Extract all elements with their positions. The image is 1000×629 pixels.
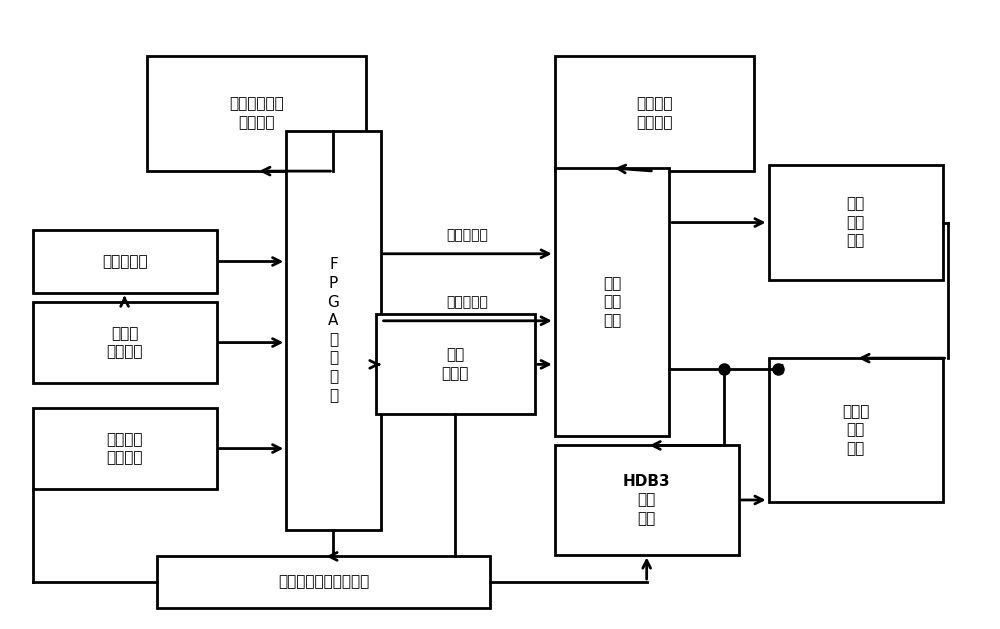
Bar <box>286 131 381 530</box>
Text: 外时钟
输入电路: 外时钟 输入电路 <box>106 326 143 359</box>
Bar <box>147 56 366 171</box>
Bar <box>769 165 943 280</box>
Bar <box>33 230 217 292</box>
Text: 时钟
综合
电路: 时钟 综合 电路 <box>603 276 621 328</box>
Text: 第一参考源: 第一参考源 <box>447 228 489 243</box>
Text: 同步状态字节产生模块: 同步状态字节产生模块 <box>278 574 369 589</box>
Text: HDB3
编码
模块: HDB3 编码 模块 <box>623 474 670 526</box>
Bar <box>157 557 490 608</box>
Bar <box>33 408 217 489</box>
Text: F
P
G
A
处
理
模
块: F P G A 处 理 模 块 <box>327 257 339 403</box>
Bar <box>555 168 669 436</box>
Text: 外时钟
输出
电路: 外时钟 输出 电路 <box>842 404 869 456</box>
Bar <box>769 358 943 501</box>
Text: 微机
处理器: 微机 处理器 <box>442 348 469 381</box>
Bar <box>555 445 739 555</box>
Bar <box>555 56 754 171</box>
Text: 分组传送
网业务盘: 分组传送 网业务盘 <box>106 431 143 465</box>
Bar <box>33 302 217 383</box>
Text: 同步状态字节
提取模块: 同步状态字节 提取模块 <box>229 97 284 130</box>
Text: 锁相环电路: 锁相环电路 <box>102 254 147 269</box>
Bar <box>376 314 535 415</box>
Text: 高稳定晶
体振荡器: 高稳定晶 体振荡器 <box>636 97 672 130</box>
Text: 时钟
分配
电路: 时钟 分配 电路 <box>846 196 865 248</box>
Text: 第二参考源: 第二参考源 <box>447 296 489 309</box>
